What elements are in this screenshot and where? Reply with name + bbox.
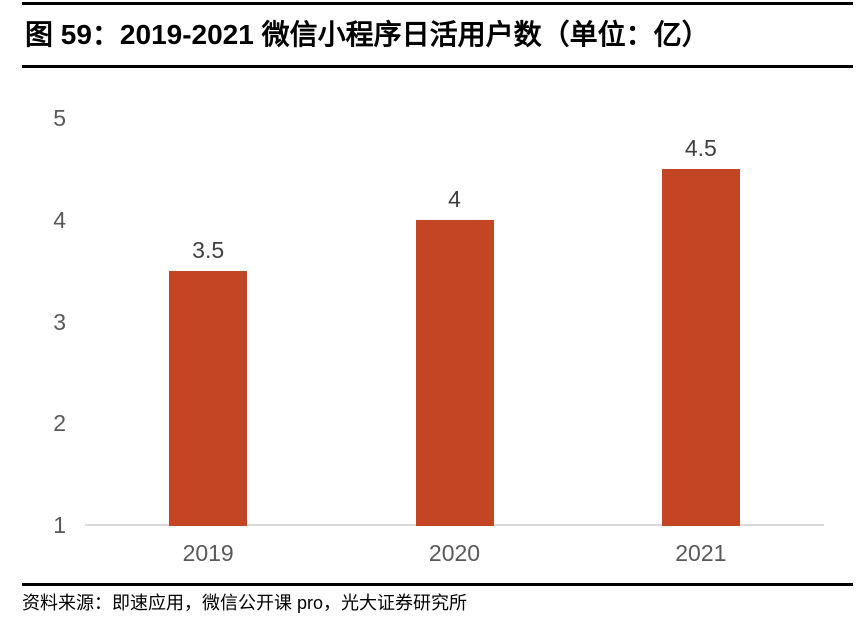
bar [661, 168, 740, 526]
source-divider-rule [22, 583, 853, 586]
figure-top-rule [22, 2, 853, 5]
bar-value-label: 3.5 [192, 236, 225, 263]
bar-value-label: 4.5 [684, 134, 717, 161]
title-underline-rule [22, 65, 853, 68]
x-category-label: 2020 [428, 540, 481, 566]
y-tick-label: 3 [53, 308, 66, 335]
bar [415, 219, 494, 526]
x-category-label: 2019 [182, 540, 234, 566]
y-tick-label: 2 [53, 410, 66, 437]
y-tick-label: 4 [53, 206, 66, 233]
bar-value-label: 4 [448, 185, 461, 212]
bar [169, 270, 248, 526]
figure-title: 图 59：2019-2021 微信小程序日活用户数（单位：亿） [25, 19, 710, 50]
source-text: 资料来源：即速应用，微信公开课 pro，光大证券研究所 [22, 593, 468, 613]
x-category-label: 2021 [675, 540, 727, 566]
y-tick-label: 1 [53, 512, 66, 538]
y-tick-label: 5 [53, 105, 66, 131]
